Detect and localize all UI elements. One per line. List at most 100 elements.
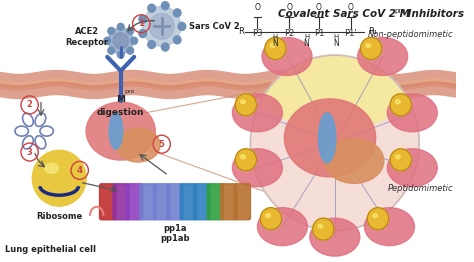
FancyBboxPatch shape <box>234 184 250 220</box>
Text: H: H <box>334 34 339 40</box>
FancyBboxPatch shape <box>194 184 210 220</box>
Text: pro: pro <box>394 8 406 14</box>
Ellipse shape <box>358 37 408 75</box>
Text: P2: P2 <box>284 29 294 38</box>
Text: P3: P3 <box>252 29 263 38</box>
Text: R₁: R₁ <box>368 27 377 36</box>
Ellipse shape <box>109 113 123 149</box>
Ellipse shape <box>116 128 160 162</box>
Circle shape <box>367 208 389 230</box>
Circle shape <box>390 94 411 116</box>
FancyBboxPatch shape <box>180 184 197 220</box>
FancyBboxPatch shape <box>154 184 170 220</box>
Text: P1': P1' <box>345 29 357 38</box>
Text: pp1a
pp1ab: pp1a pp1ab <box>161 224 190 243</box>
Ellipse shape <box>262 37 312 75</box>
FancyBboxPatch shape <box>127 184 143 220</box>
Text: Sars CoV 2: Sars CoV 2 <box>189 22 239 31</box>
Circle shape <box>260 208 282 230</box>
Circle shape <box>161 2 169 10</box>
Text: ACE2
Receptor: ACE2 Receptor <box>65 27 108 47</box>
Text: H: H <box>304 34 309 40</box>
Text: Covalent Sars CoV 2 M: Covalent Sars CoV 2 M <box>278 9 410 19</box>
Circle shape <box>139 30 146 37</box>
Circle shape <box>235 149 256 171</box>
Ellipse shape <box>284 99 376 177</box>
Circle shape <box>127 47 134 54</box>
Circle shape <box>32 150 86 206</box>
Text: 1: 1 <box>138 19 144 28</box>
Circle shape <box>108 28 133 54</box>
Circle shape <box>131 37 137 44</box>
FancyBboxPatch shape <box>100 184 116 220</box>
Wedge shape <box>258 55 411 143</box>
Ellipse shape <box>310 218 360 256</box>
Text: Peptidomimetic: Peptidomimetic <box>388 184 453 193</box>
Circle shape <box>148 41 155 48</box>
Circle shape <box>361 37 382 59</box>
Text: Ribosome: Ribosome <box>36 212 82 221</box>
Ellipse shape <box>387 149 437 187</box>
Circle shape <box>235 94 256 116</box>
Ellipse shape <box>373 214 377 218</box>
Circle shape <box>149 13 174 39</box>
Text: 2: 2 <box>27 100 33 110</box>
Text: N: N <box>304 39 310 48</box>
Ellipse shape <box>365 208 414 246</box>
FancyBboxPatch shape <box>221 184 237 220</box>
Ellipse shape <box>45 163 58 173</box>
Ellipse shape <box>270 43 275 47</box>
Text: Non-peptidomimetic: Non-peptidomimetic <box>368 30 453 39</box>
Ellipse shape <box>366 43 371 47</box>
Ellipse shape <box>324 138 384 183</box>
Text: P1: P1 <box>314 29 324 38</box>
Text: O: O <box>286 3 292 12</box>
Ellipse shape <box>395 100 400 104</box>
Circle shape <box>127 28 134 34</box>
Circle shape <box>178 22 186 30</box>
Ellipse shape <box>265 214 271 218</box>
Text: O: O <box>255 3 260 12</box>
FancyBboxPatch shape <box>140 184 156 220</box>
Circle shape <box>108 28 115 34</box>
Ellipse shape <box>86 102 155 160</box>
Circle shape <box>104 37 110 44</box>
Text: pro: pro <box>125 89 135 94</box>
Ellipse shape <box>318 224 323 228</box>
Circle shape <box>113 33 128 49</box>
FancyBboxPatch shape <box>207 184 224 220</box>
Circle shape <box>143 6 181 46</box>
Text: O: O <box>316 3 322 12</box>
Circle shape <box>313 218 334 240</box>
Circle shape <box>118 23 124 30</box>
Circle shape <box>139 15 146 23</box>
Circle shape <box>390 149 411 171</box>
Circle shape <box>148 4 155 12</box>
Circle shape <box>173 9 181 17</box>
Ellipse shape <box>395 155 400 159</box>
Circle shape <box>161 43 169 51</box>
Ellipse shape <box>232 149 283 187</box>
Text: O: O <box>348 3 354 12</box>
Circle shape <box>173 36 181 44</box>
Text: N: N <box>272 39 278 48</box>
Circle shape <box>265 37 286 59</box>
Circle shape <box>108 47 115 54</box>
Text: 5: 5 <box>159 140 164 149</box>
Ellipse shape <box>232 94 283 132</box>
Ellipse shape <box>241 155 246 159</box>
Ellipse shape <box>241 100 246 104</box>
Text: 4: 4 <box>77 166 82 175</box>
Text: Inhibitors: Inhibitors <box>404 9 464 19</box>
Text: M: M <box>116 95 125 104</box>
FancyBboxPatch shape <box>113 184 129 220</box>
Text: N: N <box>333 39 339 48</box>
Circle shape <box>118 51 124 58</box>
Ellipse shape <box>257 208 308 246</box>
Text: Lung epithelial cell: Lung epithelial cell <box>5 245 96 254</box>
Text: H: H <box>272 34 277 40</box>
Circle shape <box>250 55 419 231</box>
Ellipse shape <box>387 94 437 132</box>
FancyBboxPatch shape <box>167 184 183 220</box>
Text: 3: 3 <box>27 148 33 156</box>
